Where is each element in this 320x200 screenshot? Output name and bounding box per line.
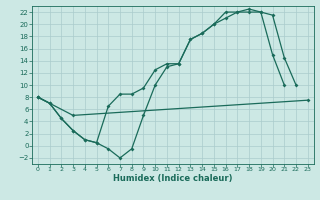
- X-axis label: Humidex (Indice chaleur): Humidex (Indice chaleur): [113, 174, 233, 183]
